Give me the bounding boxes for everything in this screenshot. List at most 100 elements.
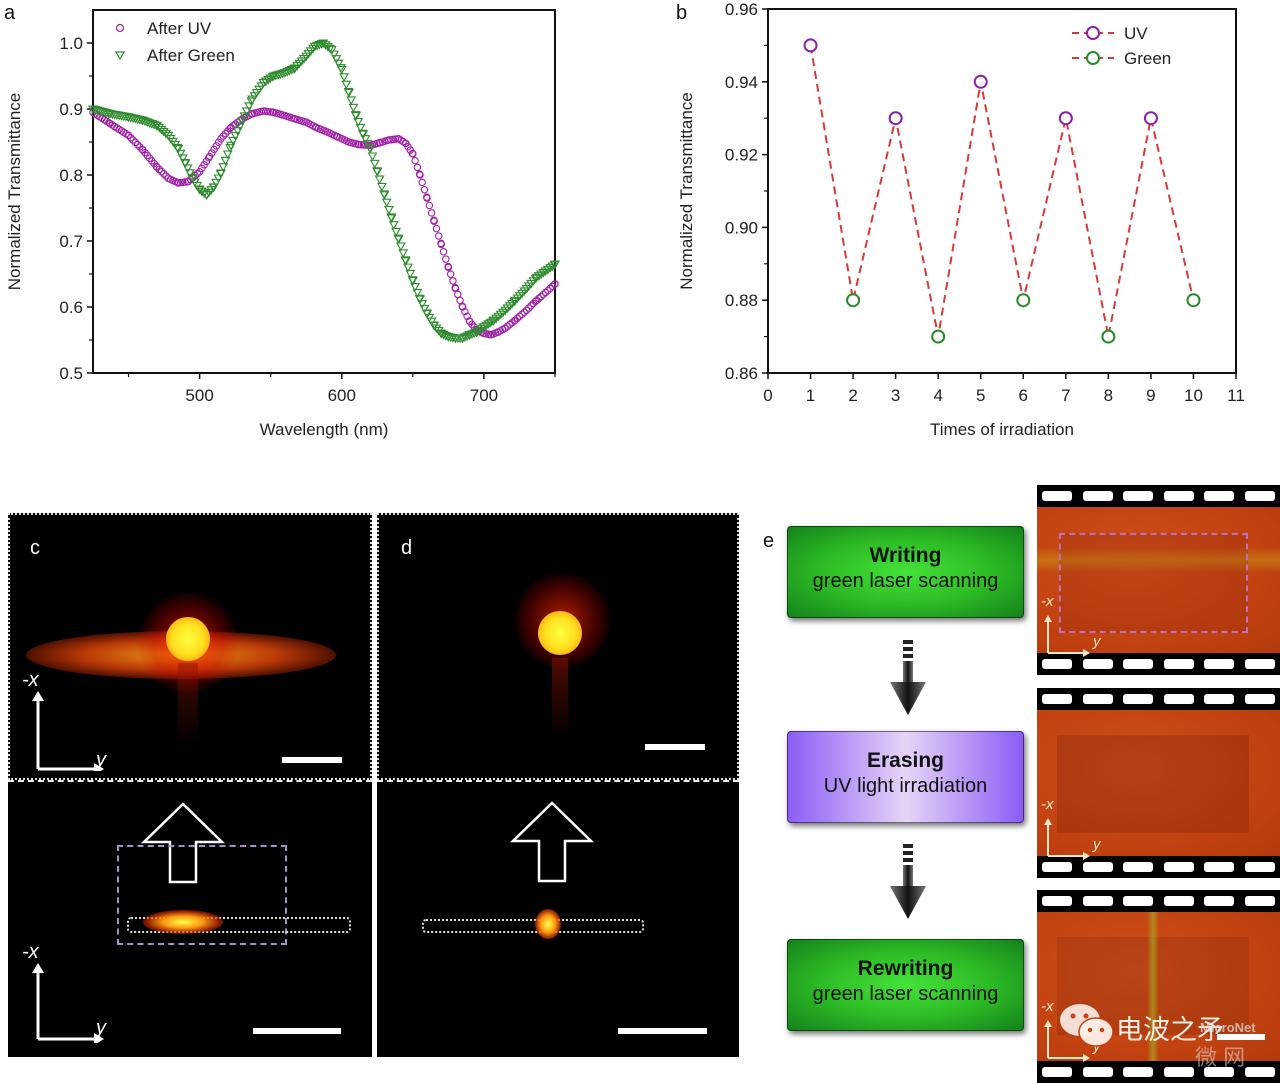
data-point-after-green xyxy=(550,260,560,270)
x-tick-label: 11 xyxy=(1227,386,1245,405)
panel-c-scale-bar-bottom xyxy=(253,1028,341,1034)
data-point-green xyxy=(1186,293,1201,308)
data-point-after-green xyxy=(314,40,325,50)
axis-x-label: -x xyxy=(1041,593,1054,610)
x-tick-label: 1 xyxy=(806,386,815,405)
data-point-after-green xyxy=(431,324,442,334)
x-tick-label: 600 xyxy=(328,386,356,405)
data-point-after-green xyxy=(244,102,255,112)
data-point-after-uv xyxy=(458,303,467,311)
chart-a: 500 600 700 0.5 0.6 0.7 0.8 0.9 1.0 Wavelength (n… xyxy=(5,9,560,439)
wechat-icon xyxy=(1060,1004,1114,1047)
data-point-after-uv xyxy=(527,302,535,310)
data-point-after-green xyxy=(282,68,293,77)
dashed-connector-line xyxy=(809,45,1195,337)
data-point-after-uv xyxy=(515,312,524,320)
data-point-after-uv xyxy=(539,290,548,299)
panel-c-small-spot xyxy=(143,910,223,934)
flow-step-subtitle: UV light irradiation xyxy=(823,775,988,797)
panel-d: d xyxy=(377,513,739,1057)
data-point-after-green xyxy=(398,249,409,259)
x-tick-label: 10 xyxy=(1184,386,1203,405)
data-point-after-uv xyxy=(544,286,552,295)
data-point-after-green xyxy=(419,304,430,314)
series-after-uv xyxy=(89,107,559,339)
data-point-after-green xyxy=(185,169,195,178)
data-point-after-green xyxy=(161,129,172,139)
panel-c-tail xyxy=(178,663,198,743)
data-point-after-green xyxy=(213,174,224,184)
data-point-green xyxy=(1101,329,1116,344)
data-point-after-green xyxy=(211,178,222,188)
legend-label-green: Green xyxy=(1124,49,1171,68)
data-point-after-uv xyxy=(129,136,137,144)
data-point-after-green xyxy=(273,71,284,80)
data-point-after-green xyxy=(175,149,186,159)
data-point-after-uv xyxy=(133,140,142,149)
data-point-green xyxy=(1016,293,1031,308)
flow-step-title: Rewriting xyxy=(857,957,954,980)
panel-c-scan-line xyxy=(127,917,351,933)
flow-step-title: Writing xyxy=(869,544,942,567)
data-point-after-green xyxy=(239,112,250,122)
data-point-after-green xyxy=(339,73,349,82)
data-point-after-uv xyxy=(184,177,192,186)
data-point-after-uv xyxy=(548,282,557,291)
data-point-after-uv xyxy=(413,163,422,172)
data-point-after-green xyxy=(376,182,387,192)
data-point-after-uv xyxy=(124,131,133,140)
written-line xyxy=(1037,547,1280,573)
axes-icon xyxy=(1044,615,1090,657)
flow-step-writing: Writing green laser scanning xyxy=(787,526,1024,618)
y-tick-label: 0.8 xyxy=(59,166,83,185)
watermark-brand-cn: 微 网 xyxy=(1195,1045,1246,1070)
data-point-after-green xyxy=(471,328,482,338)
data-point-after-uv xyxy=(442,255,450,263)
film-holes-top xyxy=(1037,487,1280,505)
data-point-after-green xyxy=(268,72,279,82)
x-tick-label: 4 xyxy=(933,386,942,405)
data-point-after-green xyxy=(333,59,344,69)
data-point-after-uv xyxy=(432,224,441,233)
film-holes-bottom xyxy=(1037,858,1280,876)
data-point-after-green xyxy=(343,88,354,98)
data-point-after-green xyxy=(481,321,492,331)
y-tick-label: 0.90 xyxy=(725,218,758,237)
data-point-after-green xyxy=(284,67,295,76)
data-point-green xyxy=(931,329,946,344)
data-point-after-green xyxy=(381,198,392,208)
data-point-after-uv xyxy=(160,170,168,178)
data-point-after-green xyxy=(483,320,494,329)
y-tick-label: 0.7 xyxy=(59,232,83,251)
data-point-after-uv xyxy=(425,201,434,210)
film-frame-rewriting: -x y xyxy=(1037,890,1280,1083)
flow-step-title: Erasing xyxy=(866,749,945,772)
data-point-after-green xyxy=(374,175,385,185)
data-point-after-green xyxy=(415,295,425,305)
data-point-after-green xyxy=(542,265,553,275)
data-point-uv xyxy=(1143,111,1158,126)
film-holes-top xyxy=(1037,690,1280,708)
data-point-after-green xyxy=(220,156,231,166)
data-point-after-green xyxy=(540,267,551,277)
legend-marker-green xyxy=(1086,51,1100,65)
legend: After UV After Green xyxy=(114,19,235,65)
panel-d-scan-line xyxy=(422,919,644,933)
flow-step-subtitle: green laser scanning xyxy=(812,983,999,1005)
film-frame-writing: -x y xyxy=(1037,485,1280,675)
data-point-after-green xyxy=(218,163,229,172)
erased-region xyxy=(1057,735,1249,833)
data-point-after-uv xyxy=(525,304,533,312)
data-point-after-green xyxy=(372,168,383,177)
data-point-after-green xyxy=(277,69,288,79)
data-point-after-uv xyxy=(434,232,443,240)
x-tick-label: 7 xyxy=(1061,386,1070,405)
legend-label-after-uv: After UV xyxy=(147,19,212,38)
watermark-brand: MicroNet xyxy=(1200,1020,1256,1035)
data-point-after-uv xyxy=(449,277,457,285)
series-after-green xyxy=(88,39,560,344)
legend-marker-after-uv xyxy=(115,23,125,33)
panel-c-axis-x-label: -x xyxy=(22,669,39,691)
data-point-after-green xyxy=(360,135,371,144)
film-holes-top xyxy=(1037,892,1280,910)
